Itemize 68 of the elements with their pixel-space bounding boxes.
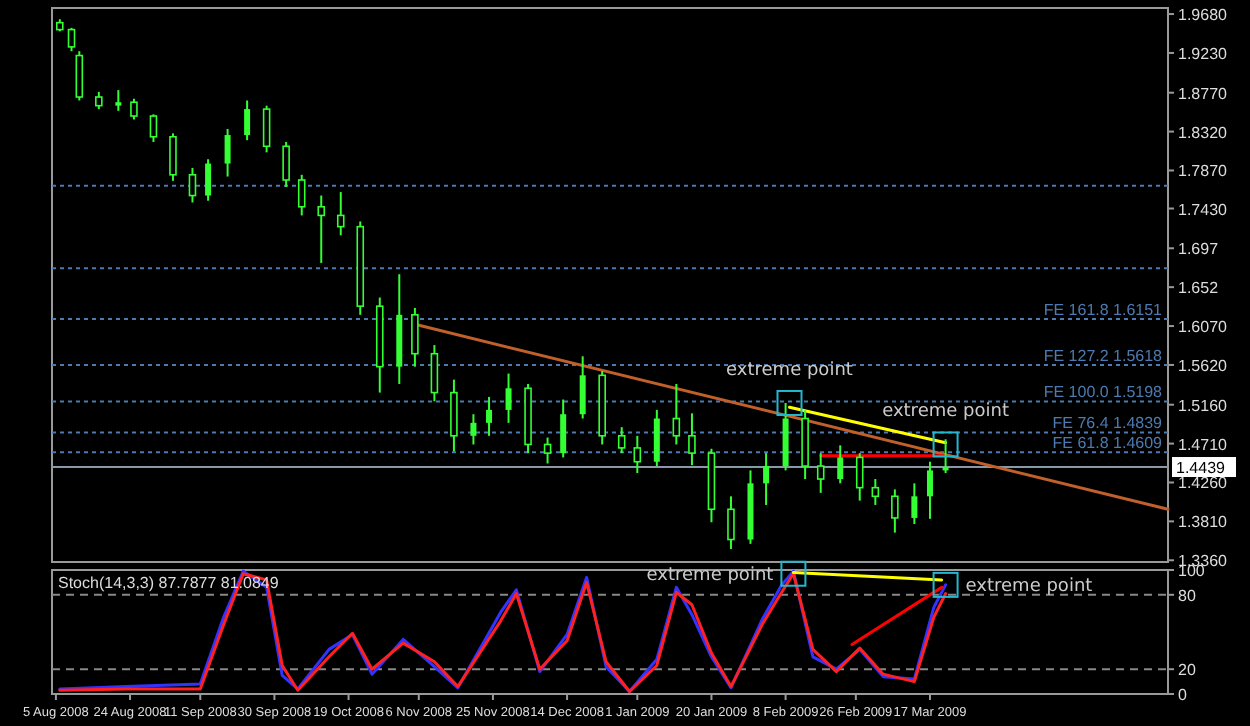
ref-line-label: FE 127.2 1.5618 bbox=[1043, 347, 1164, 366]
y-tick-label: 1.7870 bbox=[1178, 162, 1229, 181]
candlestick bbox=[942, 438, 949, 474]
candlestick bbox=[672, 382, 681, 446]
annotation: extreme point bbox=[726, 360, 854, 381]
candlestick bbox=[67, 26, 76, 53]
ref-line-label: 1.4439 bbox=[1176, 459, 1227, 478]
candlestick bbox=[926, 460, 933, 520]
ref-line-label: FE 161.8 1.6151 bbox=[1043, 301, 1164, 320]
y-tick-label: 20 bbox=[1178, 661, 1197, 680]
candlestick bbox=[262, 104, 271, 154]
y-tick-label: 1.5620 bbox=[1178, 356, 1229, 375]
y-tick-label: 1.4710 bbox=[1178, 435, 1229, 454]
candlestick bbox=[430, 344, 439, 403]
y-tick-label: 80 bbox=[1178, 586, 1197, 605]
candlestick bbox=[205, 158, 212, 202]
candlestick bbox=[911, 482, 918, 525]
candlestick bbox=[782, 401, 789, 472]
candlestick bbox=[579, 355, 586, 420]
candlestick bbox=[188, 166, 197, 204]
candlestick bbox=[486, 395, 493, 437]
candlestick bbox=[224, 128, 231, 178]
ref-line-label: FE 100.0 1.5198 bbox=[1043, 383, 1164, 402]
candlestick bbox=[871, 478, 880, 506]
candlestick bbox=[411, 306, 419, 368]
y-tick-label: 1.3810 bbox=[1178, 513, 1229, 532]
candlestick bbox=[617, 426, 626, 455]
y-tick-label: 1.6070 bbox=[1178, 318, 1229, 337]
candlestick bbox=[837, 444, 844, 485]
candlestick bbox=[816, 452, 825, 494]
y-tick-label: 1.5160 bbox=[1178, 396, 1229, 415]
candlestick bbox=[115, 89, 122, 112]
y-tick-label: 0 bbox=[1178, 686, 1188, 704]
ref-line-label: FE 61.8 1.4609 bbox=[1052, 434, 1164, 453]
candlestick bbox=[505, 372, 512, 424]
ref-line-label: FE 76.4 1.4839 bbox=[1052, 414, 1164, 433]
candlestick bbox=[891, 488, 899, 534]
candlestick bbox=[317, 194, 326, 264]
candlestick bbox=[855, 452, 864, 502]
candlestick bbox=[543, 436, 552, 465]
candlestick bbox=[801, 408, 809, 481]
candlestick bbox=[244, 99, 251, 142]
y-tick-label: 1.697 bbox=[1178, 240, 1220, 259]
candlestick bbox=[450, 378, 458, 453]
candlestick bbox=[727, 495, 735, 551]
y-tick-label: 1.8770 bbox=[1178, 84, 1229, 103]
candlestick bbox=[633, 434, 642, 474]
y-tick-label: 1.7430 bbox=[1178, 200, 1229, 219]
candlestick bbox=[336, 191, 345, 237]
annotation: extreme point bbox=[882, 402, 1010, 423]
candlestick bbox=[282, 140, 290, 188]
y-tick-label: 1.9230 bbox=[1178, 44, 1229, 63]
y-tick-label: 1.9680 bbox=[1178, 6, 1229, 25]
candlestick bbox=[560, 398, 567, 459]
annotation: extreme point bbox=[646, 565, 775, 586]
candlestick bbox=[763, 452, 770, 506]
y-tick-label: 1.8320 bbox=[1178, 123, 1229, 142]
candlestick bbox=[470, 413, 477, 446]
candlestick bbox=[169, 132, 177, 182]
y-tick-label: 1.652 bbox=[1178, 279, 1220, 298]
candlestick bbox=[75, 50, 84, 102]
candlestick bbox=[149, 113, 158, 143]
candlestick bbox=[297, 173, 306, 217]
candlestick bbox=[130, 97, 138, 121]
y-tick-label: 1.4260 bbox=[1178, 474, 1229, 493]
candlestick bbox=[653, 408, 660, 468]
candlestick bbox=[688, 412, 696, 467]
annotation: extreme point bbox=[965, 576, 1094, 597]
